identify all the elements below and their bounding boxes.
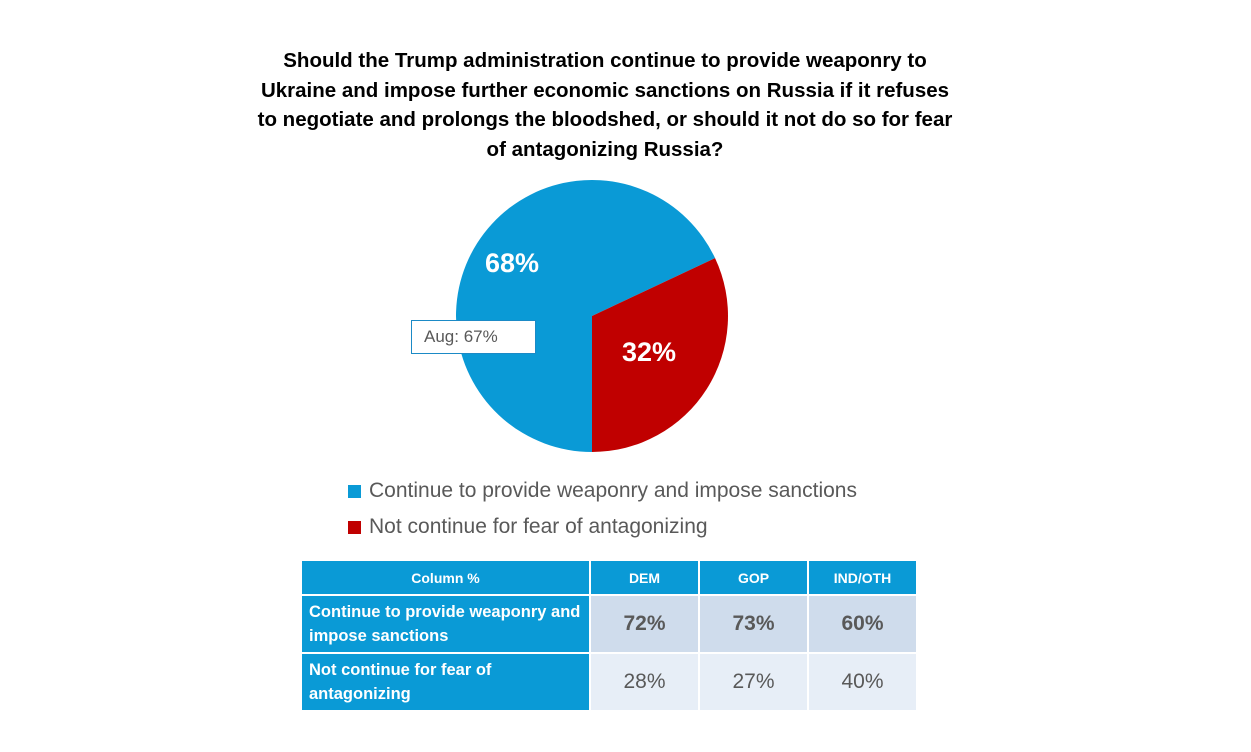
row-label-continue: Continue to provide weaponry and impose … (302, 596, 589, 652)
header-dem: DEM (591, 561, 698, 594)
cell-continue-dem: 72% (591, 596, 698, 652)
cell-not-continue-dem: 28% (591, 654, 698, 710)
legend-label-continue: Continue to provide weaponry and impose … (369, 479, 857, 502)
chart-title: Should the Trump administration continue… (257, 49, 953, 161)
aug-callout: Aug: 67% (411, 320, 536, 354)
legend-swatch-continue (348, 484, 361, 498)
legend-item-not-continue: Not continue for fear of antagonizing (348, 513, 708, 541)
table-row: Not continue for fear of antagonizing 28… (302, 654, 916, 710)
slice-label-continue: 68% (485, 248, 539, 278)
pie-slice-not-continue (592, 258, 728, 452)
cell-continue-gop: 73% (700, 596, 807, 652)
cell-continue-ind-oth: 60% (809, 596, 916, 652)
cell-not-continue-gop: 27% (700, 654, 807, 710)
legend-label-not-continue: Not continue for fear of antagonizing (369, 515, 708, 538)
slice-label-not-continue: 32% (622, 337, 676, 367)
pie-slice-continue (456, 180, 716, 452)
table-row: Continue to provide weaponry and impose … (302, 596, 916, 652)
header-gop: GOP (700, 561, 807, 594)
cell-not-continue-ind-oth: 40% (809, 654, 916, 710)
header-ind-oth: IND/OTH (809, 561, 916, 594)
row-label-not-continue: Not continue for fear of antagonizing (302, 654, 589, 710)
crosstab-table: Column % DEM GOP IND/OTH Continue to pro… (300, 559, 918, 712)
legend-swatch-not-continue (348, 520, 361, 534)
header-column-pct: Column % (302, 561, 589, 594)
legend-item-continue: Continue to provide weaponry and impose … (348, 477, 857, 505)
table-header-row: Column % DEM GOP IND/OTH (302, 561, 916, 594)
